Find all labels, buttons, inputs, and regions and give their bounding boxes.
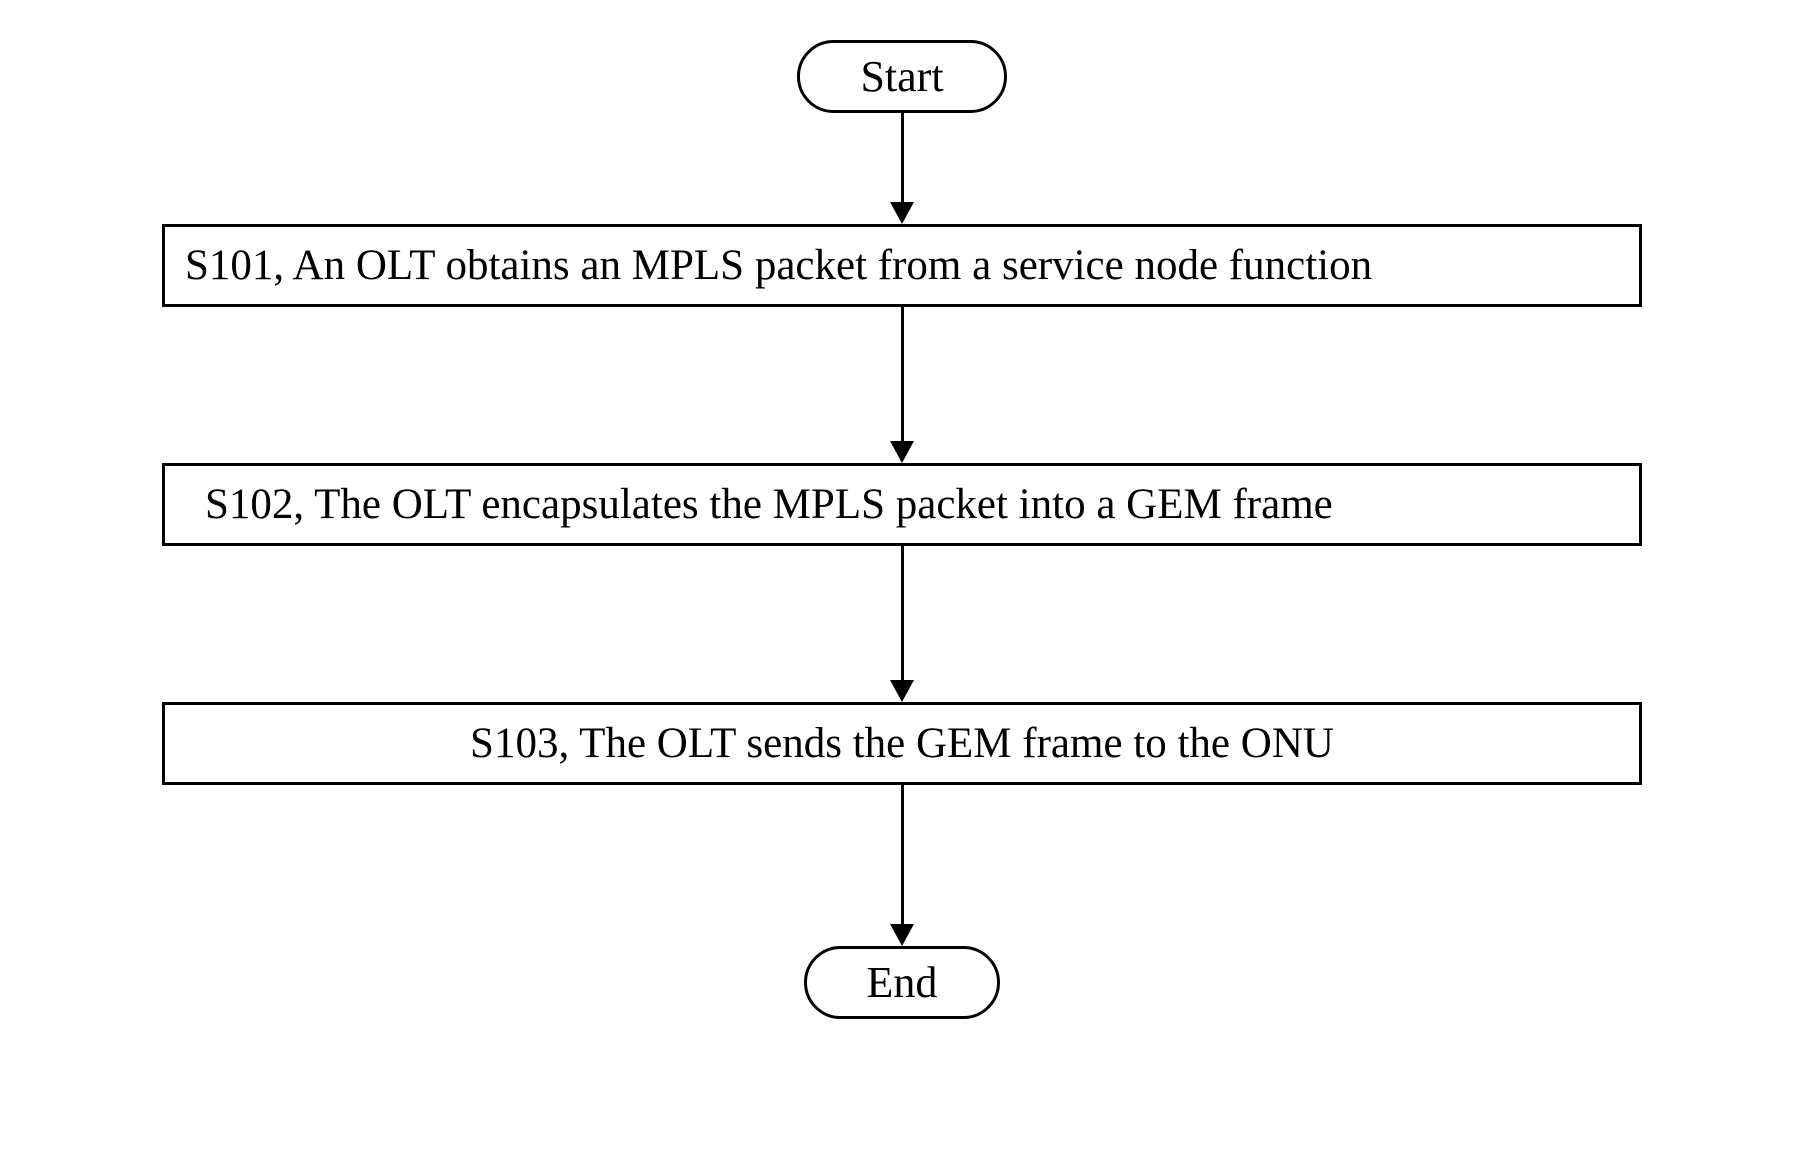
arrow-s102-to-s103 [890,546,914,702]
arrow-s101-to-s102 [890,307,914,463]
arrow-line [901,785,904,925]
arrow-line [901,546,904,681]
arrow-line [901,307,904,442]
step-s103-text: S103, The OLT sends the GEM frame to the… [470,720,1334,767]
end-label: End [867,958,938,1007]
end-node: End [804,946,1001,1019]
process-node-s101: S101, An OLT obtains an MPLS packet from… [162,224,1642,307]
arrow-s103-to-end [890,785,914,946]
flowchart-container: Start S101, An OLT obtains an MPLS packe… [162,40,1642,1019]
arrow-start-to-s101 [890,113,914,224]
arrow-head-icon [890,202,914,224]
start-node: Start [797,40,1006,113]
step-s101-text: S101, An OLT obtains an MPLS packet from… [185,242,1372,289]
process-node-s102: S102, The OLT encapsulates the MPLS pack… [162,463,1642,546]
step-s102-text: S102, The OLT encapsulates the MPLS pack… [205,481,1333,528]
arrow-head-icon [890,924,914,946]
arrow-line [901,113,904,203]
arrow-head-icon [890,441,914,463]
arrow-head-icon [890,680,914,702]
process-node-s103: S103, The OLT sends the GEM frame to the… [162,702,1642,785]
start-label: Start [860,52,943,101]
